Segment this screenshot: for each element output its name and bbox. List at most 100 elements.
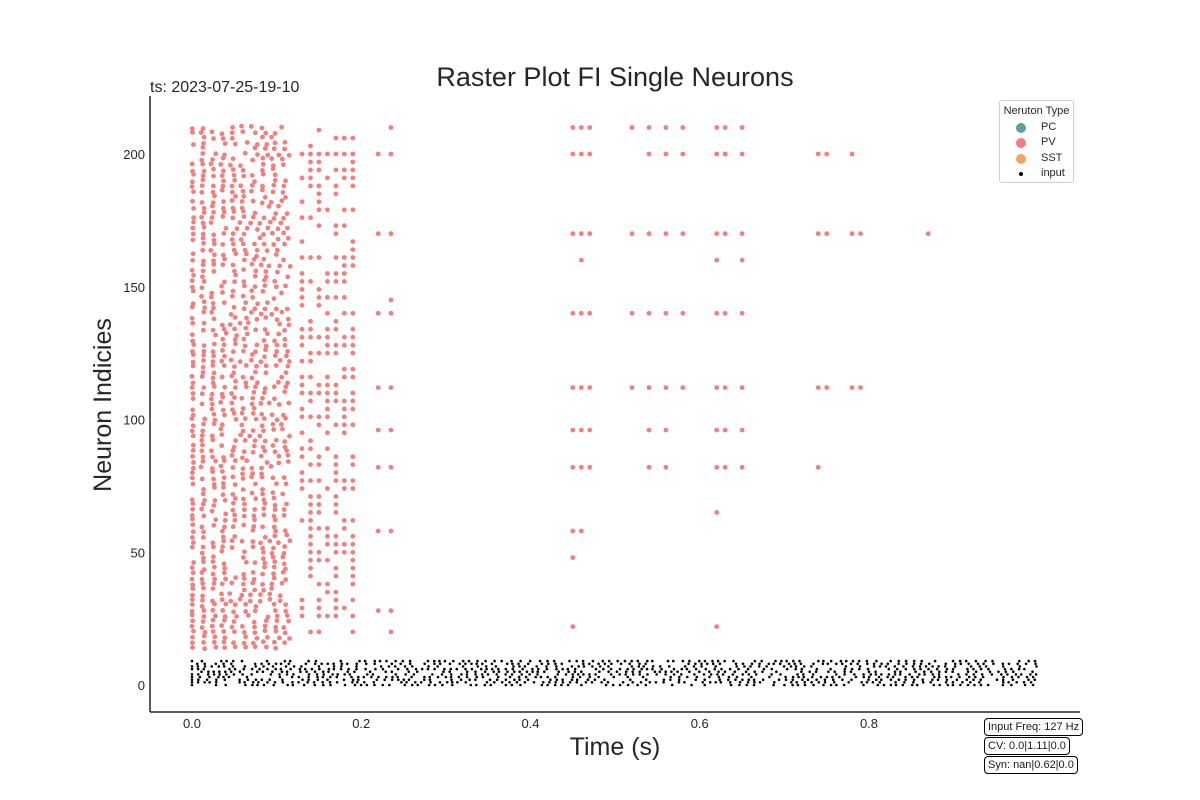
input-spike	[775, 670, 778, 673]
input-spike	[504, 667, 508, 671]
pv-spike	[200, 491, 206, 497]
pv-spike	[243, 384, 249, 390]
pv-spike	[308, 358, 313, 364]
pv-spike	[578, 385, 584, 390]
pv-spike	[263, 343, 269, 349]
pv-spike	[277, 635, 282, 641]
pv-spike	[308, 446, 313, 452]
input-spike	[653, 670, 657, 673]
input-spike	[812, 683, 815, 687]
input-spike	[723, 659, 726, 663]
input-spike	[411, 665, 414, 668]
pv-spike	[308, 167, 313, 173]
pv-spike	[282, 630, 288, 636]
input-spike	[555, 665, 558, 668]
input-spike	[708, 681, 712, 684]
pv-spike	[350, 159, 356, 165]
pv-spike	[350, 207, 356, 213]
input-spike	[838, 675, 841, 679]
input-spike	[548, 681, 551, 684]
pv-spike	[739, 310, 745, 316]
pv-spike	[211, 476, 216, 482]
pv-spike	[219, 358, 225, 364]
pv-spike	[249, 352, 255, 357]
input-spike	[847, 681, 850, 684]
pv-spike	[350, 613, 356, 619]
pv-spike	[325, 175, 330, 181]
pv-spike	[266, 263, 272, 269]
input-spike	[875, 659, 878, 663]
input-spike	[646, 673, 649, 676]
input-spike	[280, 670, 284, 673]
pv-spike	[220, 407, 226, 413]
input-spike	[664, 673, 667, 676]
input-spike	[575, 678, 579, 681]
pv-spike	[213, 458, 219, 464]
legend-item-pv: PV	[1000, 136, 1073, 151]
input-spike	[638, 673, 641, 676]
input-spike	[943, 665, 947, 668]
pv-spike	[241, 640, 247, 646]
pv-spike	[253, 604, 259, 609]
input-spike	[978, 665, 981, 668]
input-spike	[313, 683, 317, 687]
input-spike	[490, 662, 494, 666]
y-tick-label: 0	[138, 678, 145, 693]
input-spike	[974, 659, 978, 663]
pv-spike	[271, 146, 277, 152]
input-spike	[935, 667, 939, 671]
pv-spike	[260, 134, 265, 140]
pv-spike	[220, 348, 225, 353]
pv-spike	[261, 556, 266, 562]
pv-spike	[281, 257, 286, 263]
pv-spike	[201, 555, 206, 561]
input-spike	[806, 678, 810, 681]
pv-spike	[350, 629, 356, 635]
pv-spike	[739, 257, 745, 263]
input-spike	[452, 659, 455, 663]
pv-spike	[191, 189, 196, 195]
pv-spike	[200, 177, 206, 183]
pv-spike	[739, 385, 745, 390]
input-spike	[458, 662, 462, 666]
input-spike	[343, 673, 347, 676]
pv-spike	[255, 227, 260, 232]
pv-spike	[218, 426, 224, 432]
pv-spike	[279, 374, 285, 380]
legend-label-input: input	[1041, 167, 1065, 179]
pv-spike	[299, 358, 305, 364]
pv-spike	[232, 482, 238, 487]
input-spike	[621, 681, 625, 684]
input-spike	[969, 665, 973, 668]
pv-spike	[261, 215, 267, 221]
input-spike	[523, 665, 527, 668]
input-spike	[347, 667, 350, 671]
pv-spike	[238, 432, 244, 438]
pv-spike	[276, 331, 282, 337]
pv-spike	[252, 384, 258, 390]
legend-label-pv: PV	[1041, 136, 1056, 148]
input-spike	[843, 670, 846, 673]
input-spike	[251, 683, 254, 687]
pv-spike	[272, 502, 278, 508]
pv-spike	[714, 310, 720, 316]
input-spike	[607, 659, 611, 663]
pv-spike	[190, 225, 196, 231]
input-spike	[508, 681, 511, 684]
pv-spike	[350, 255, 356, 260]
pv-spike	[247, 598, 253, 604]
pv-spike	[262, 386, 268, 391]
pv-spike	[239, 410, 245, 416]
pv-spike	[249, 188, 254, 194]
pv-spike	[200, 454, 206, 460]
input-spike	[449, 675, 453, 679]
pv-spike	[219, 131, 225, 137]
input-spike	[1010, 667, 1013, 671]
pv-spike	[250, 395, 256, 401]
input-spike	[959, 683, 962, 687]
input-spike	[526, 678, 530, 681]
pv-spike	[241, 587, 247, 593]
input-spike	[480, 673, 484, 676]
pv-spike	[316, 454, 322, 460]
pv-spike	[257, 433, 263, 439]
